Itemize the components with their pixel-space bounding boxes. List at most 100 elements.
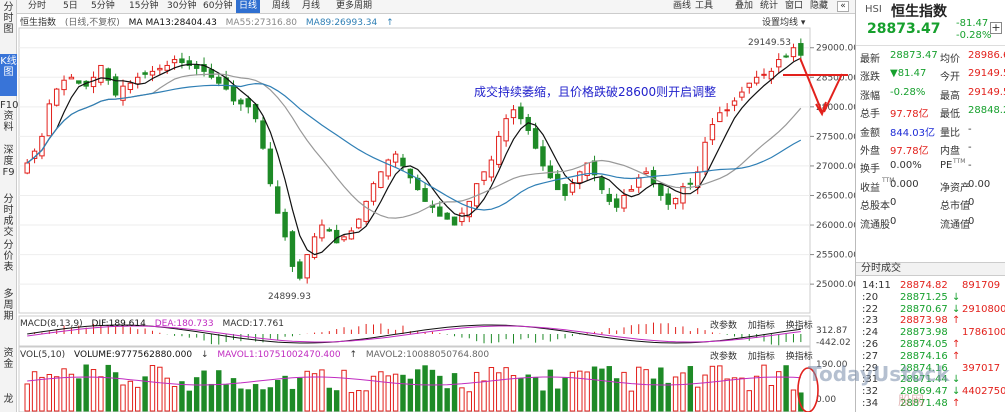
candle-body [753, 76, 760, 84]
volume-bar [31, 371, 38, 412]
quote-value: 97.78亿 [890, 146, 929, 157]
candle-body [798, 43, 804, 56]
volume-bar [739, 377, 745, 412]
candle-body [658, 183, 664, 196]
quote-price: 28873.47 [867, 21, 941, 37]
candle-body [761, 73, 767, 76]
collapse-icon[interactable]: « [837, 1, 849, 12]
rail-tab-4[interactable]: 分时成交 [3, 194, 14, 238]
candle-body [201, 64, 207, 72]
quote-label: 流通值 [940, 219, 970, 231]
quote-label: 总股本 [860, 201, 890, 213]
period-tab-5[interactable]: 60分钟 [203, 1, 233, 11]
volume-bar [53, 376, 60, 412]
quote-change: -81.47 [956, 18, 989, 29]
add-watchlist-icon[interactable]: + [990, 21, 1002, 34]
period-tab-9[interactable]: 更多周期 [336, 1, 373, 11]
volume-bar [724, 378, 730, 412]
quote-code: HSI [865, 4, 882, 15]
macd-add-indicator-button[interactable]: 加指标 [747, 321, 775, 331]
rail-tab-3[interactable]: 深度F9 [2, 145, 15, 178]
tick-volume: 891709 [962, 280, 1001, 291]
candle-body [481, 171, 487, 181]
rail-tab-6[interactable]: 多周期 [3, 289, 14, 322]
period-tab-7[interactable]: 周线 [272, 1, 291, 11]
volume-bar [518, 378, 524, 412]
period-tab-8[interactable]: 月线 [302, 1, 321, 11]
rail-tab-2[interactable]: F10资料 [0, 100, 19, 133]
volume-bar [24, 383, 30, 412]
toolbar-button-1[interactable]: 工具 [695, 1, 714, 11]
period-tab-4[interactable]: 30分钟 [167, 1, 197, 11]
vol-arrow-icon-2: ↑ [349, 350, 358, 360]
quote-value: 29149.5 [968, 68, 1005, 80]
rail-tab-7[interactable]: 资金 [3, 348, 14, 370]
annotation-text: 成交持续萎缩，且价格跌破28600则开启调整 [474, 84, 716, 99]
quote-label: 涨跌 [860, 72, 880, 84]
volume-bar [503, 367, 509, 412]
legend-expand-icon[interactable]: ↑ [386, 18, 394, 28]
quote-header: HSI 恒生指数 28873.47 -81.47 -0.28% + [856, 0, 1005, 46]
vol-switch-indicator-button[interactable]: 换指标 [785, 352, 813, 362]
vol-add-indicator-button[interactable]: 加指标 [747, 352, 775, 362]
candle-body [540, 146, 546, 167]
max-price-label: 29149.53 [748, 38, 791, 48]
period-tab-0[interactable]: 分时 [28, 1, 47, 11]
vol-volume: VOLUME:9777562880.000 [74, 350, 193, 360]
toolbar-button-2[interactable]: 叠加 [735, 1, 754, 11]
candle-body [510, 109, 517, 119]
volume-bar [289, 388, 296, 412]
tick-row: :24 28873.98 1786100 [856, 327, 1005, 342]
candle-body [709, 124, 716, 141]
macd-dea-line [27, 325, 801, 343]
toolbar-button-4[interactable]: 窗口 [785, 1, 804, 11]
volume-bar [783, 365, 789, 412]
ma-settings-label: 设置均线 [762, 18, 799, 28]
candle-body [496, 135, 502, 165]
rail-tab-5[interactable]: 分价表 [3, 240, 14, 273]
main-legend: 恒生指数 (日线,不复权) MA MA13:28404.43 MA55:2731… [20, 15, 400, 28]
volume-bar [643, 369, 649, 412]
legend-ma55: MA55:27316.80 [225, 18, 298, 28]
candle-body [24, 162, 30, 174]
macd-legend-name: MACD(8,13,9) [20, 319, 83, 329]
ticks-title: 分时成交 [861, 263, 901, 274]
tick-row: :22 28870.67 ↓ 2910800 [856, 304, 1005, 319]
toolbar-button-0[interactable]: 画线 [673, 1, 692, 11]
rail-tab-1[interactable]: K线图 [0, 54, 17, 96]
volume-bar [606, 366, 612, 412]
candle-body [208, 69, 215, 78]
rail-tab-0[interactable]: 分时图 [3, 2, 14, 35]
macd-edit-params-button[interactable]: 改参数 [710, 321, 738, 331]
tick-time: :29 [862, 362, 879, 374]
legend-mode: (日线,不复权) [64, 18, 120, 28]
quote-row: 总股本 0 总市值 0 [856, 197, 1005, 213]
quote-value: 0 [890, 215, 897, 227]
rail-tab-8[interactable]: 龙 [3, 394, 14, 405]
toolbar-button-5[interactable]: 隐藏 [810, 1, 829, 11]
quote-value: 28873.47 [890, 50, 938, 61]
quote-value: - [968, 160, 972, 172]
toolbar-button-3[interactable]: 统计 [760, 1, 779, 11]
volume-bar [488, 367, 495, 412]
period-tab-2[interactable]: 5分钟 [91, 1, 115, 11]
macd-switch-indicator-button[interactable]: 换指标 [785, 321, 813, 331]
y-tick-label: 27500.00 [816, 132, 855, 142]
volume-bar [621, 371, 627, 412]
period-tab-6[interactable]: 日线 [236, 0, 261, 13]
kline-chart: 29000.00 28500.00 28000.00 27500.00 27000.00… [18, 27, 855, 412]
tick-price: 28871.44 [900, 374, 948, 386]
watermark-text: TodayUstock [808, 362, 950, 386]
candle-body [392, 153, 399, 163]
candle-body [289, 231, 296, 267]
vol-edit-params-button[interactable]: 改参数 [710, 352, 738, 362]
period-tab-3[interactable]: 15分钟 [129, 1, 159, 11]
tick-time: :34 [862, 398, 879, 409]
candle-body [451, 216, 458, 226]
ma-settings-button[interactable]: 设置均线 ▾ [762, 18, 806, 28]
volume-bar [591, 366, 598, 412]
period-tab-1[interactable]: 5日 [63, 1, 78, 11]
volume-bar [437, 375, 443, 412]
candle-body [356, 218, 362, 229]
candle-body [61, 79, 67, 91]
